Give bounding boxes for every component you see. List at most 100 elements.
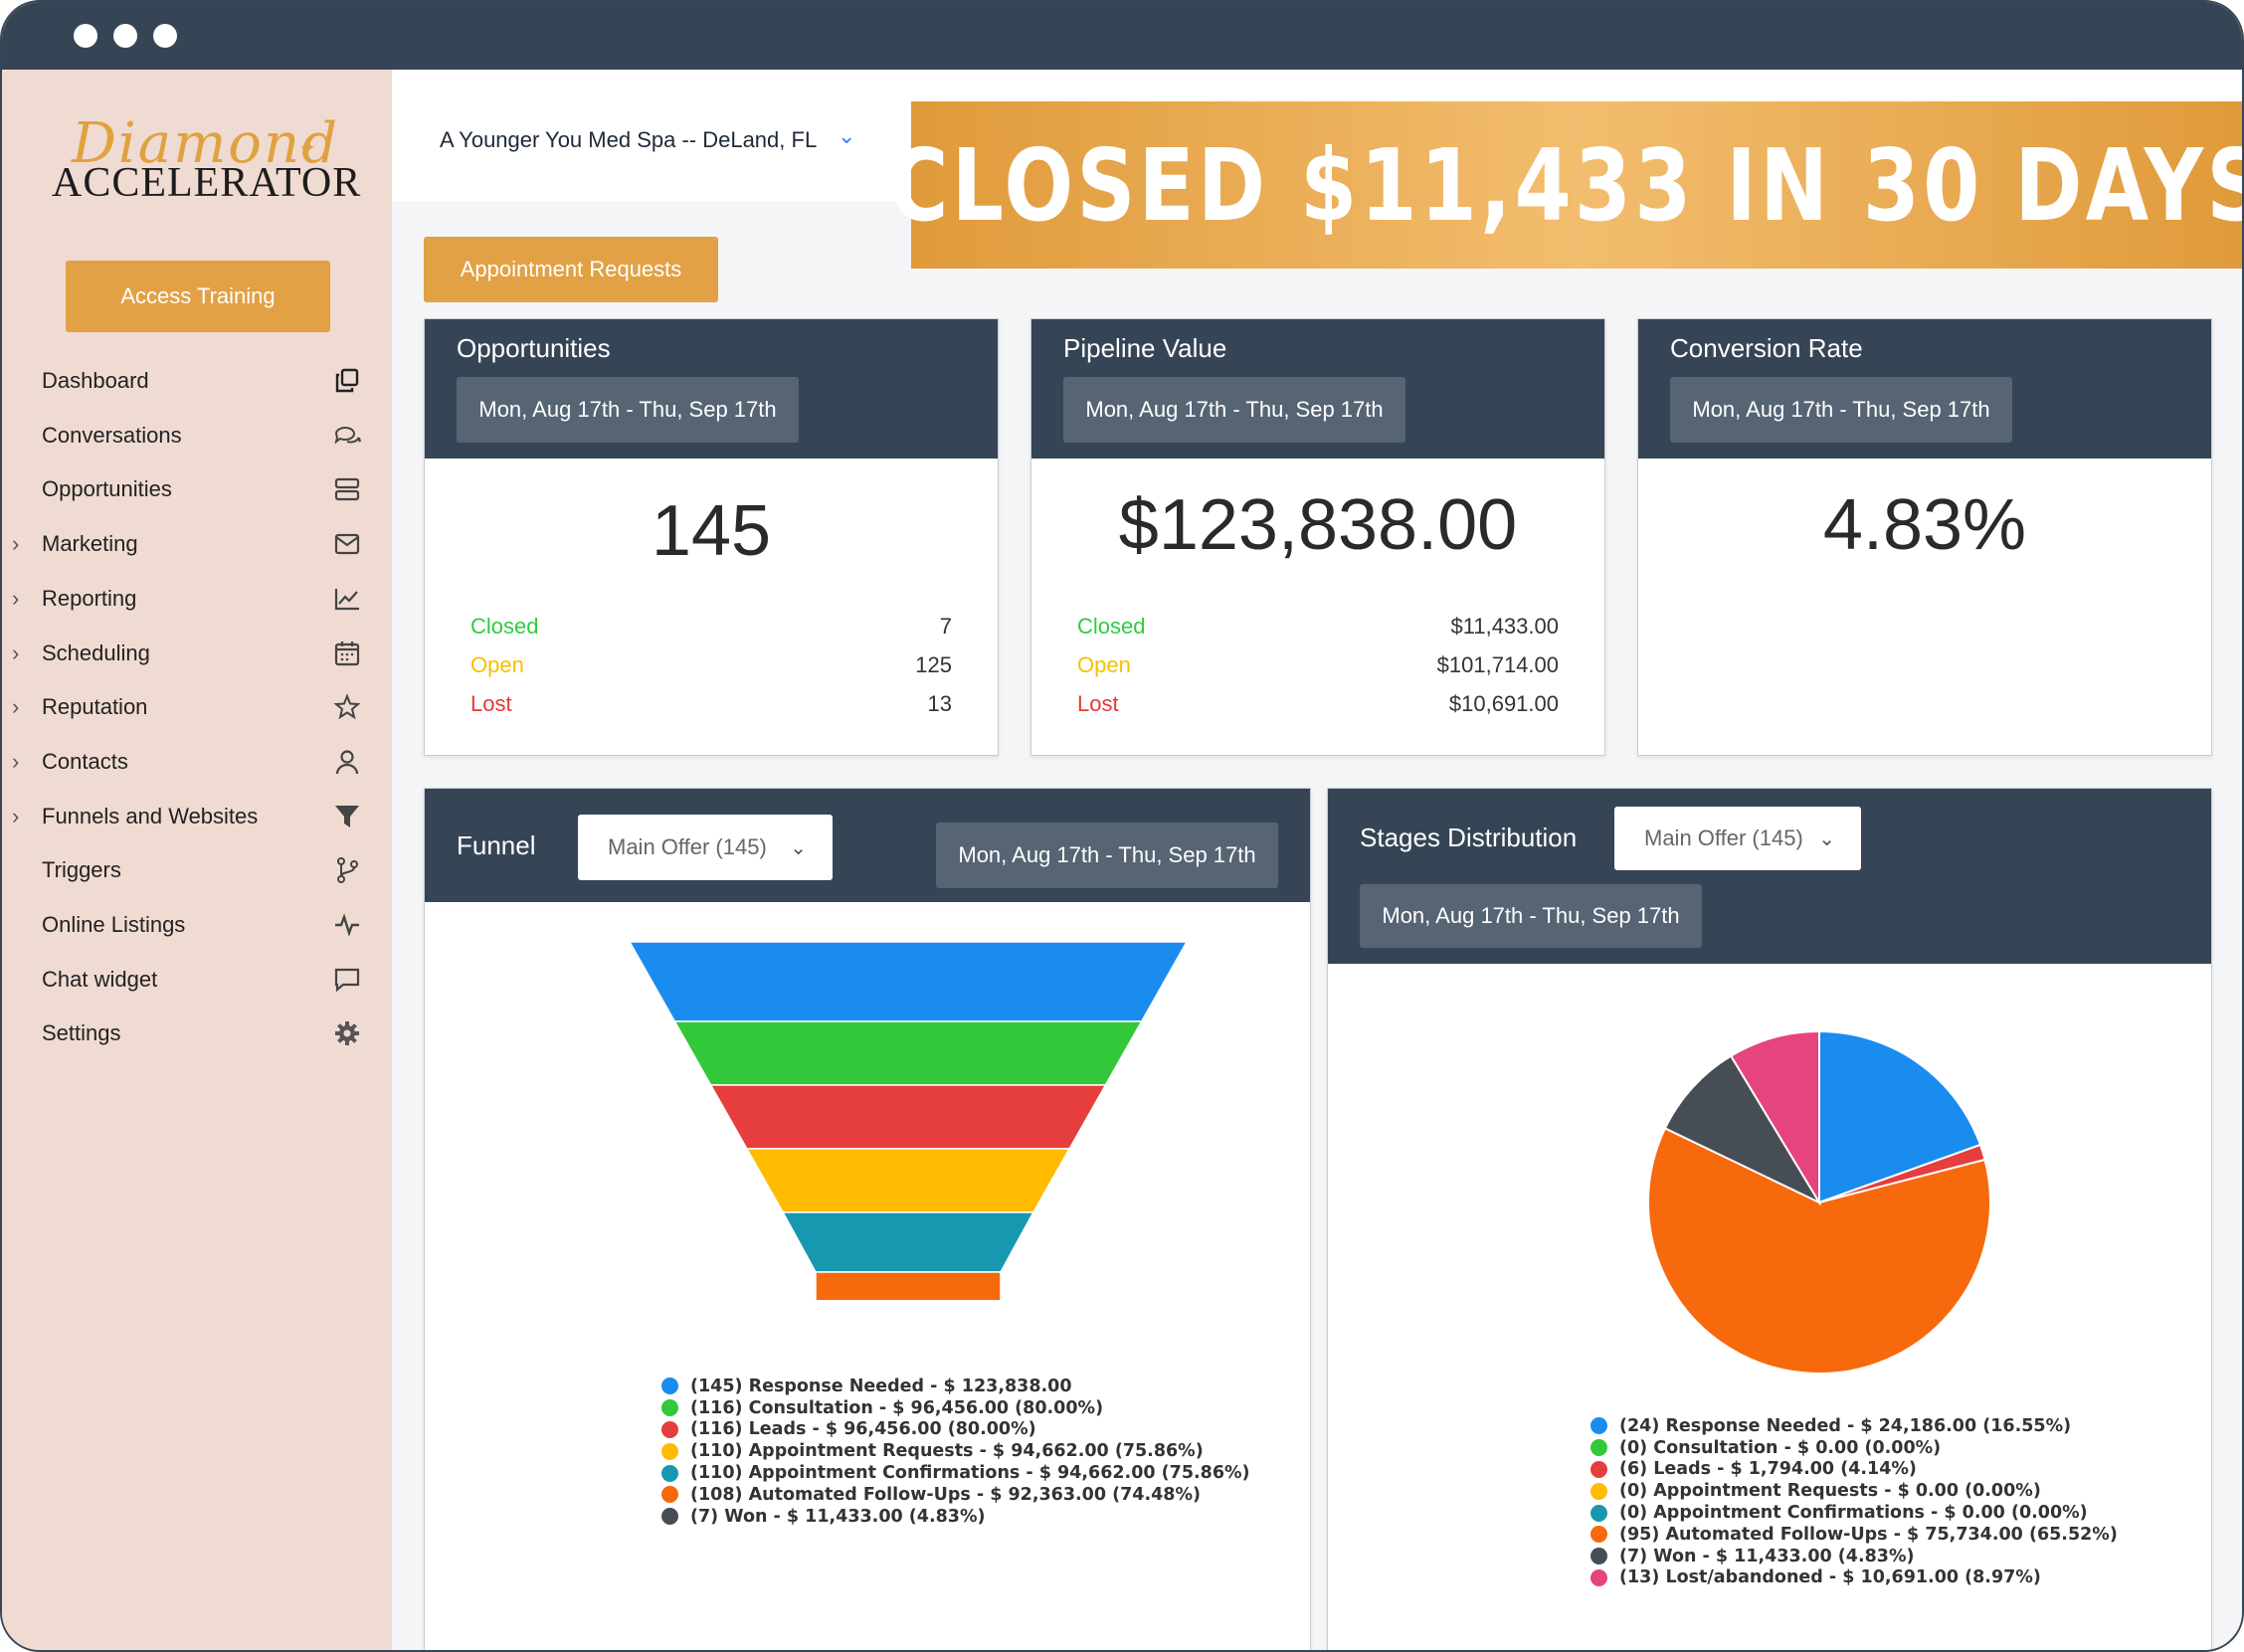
legend-item[interactable]: (0) Consultation - $ 0.00 (0.00%) — [1590, 1437, 2118, 1459]
legend-item[interactable]: (0) Appointment Requests - $ 0.00 (0.00%… — [1590, 1480, 2118, 1502]
funnel-segment-automated-follow-ups[interactable] — [815, 1271, 1002, 1300]
branch-icon — [332, 855, 362, 885]
stat-row-lost: Lost 13 — [470, 691, 952, 723]
filter-icon — [332, 802, 362, 831]
legend-item[interactable]: (110) Appointment Requests - $ 94,662.00… — [661, 1440, 1250, 1462]
logo[interactable]: ACCELERATOR — [52, 160, 362, 206]
funnel-select[interactable]: Main Offer (145) ⌄ — [578, 815, 833, 880]
sidebar-item-label: Conversations — [42, 422, 182, 448]
legend-item[interactable]: (6) Leads - $ 1,794.00 (4.14%) — [1590, 1459, 2118, 1481]
legend-swatch — [661, 1508, 678, 1526]
closed-value: $11,433.00 — [1450, 614, 1559, 639]
window-dot[interactable] — [153, 24, 177, 48]
sidebar-item-reputation[interactable]: › Reputation — [2, 680, 392, 734]
card-title: Conversion Rate — [1670, 333, 1863, 363]
logo-script: Diamond — [72, 111, 339, 176]
star-icon — [332, 692, 362, 722]
chevron-down-icon[interactable]: ⌄ — [838, 123, 856, 148]
sidebar-item-opportunities[interactable]: Opportunities — [2, 462, 392, 516]
funnel-segment-appointment-requests[interactable] — [745, 1148, 1071, 1213]
window-dot[interactable] — [113, 24, 137, 48]
open-label: Open — [1077, 652, 1131, 677]
date-range-picker[interactable]: Mon, Aug 17th - Thu, Sep 17th — [1360, 884, 1702, 948]
stages-select[interactable]: Main Offer (145) ⌄ — [1614, 807, 1861, 870]
date-range-picker[interactable]: Mon, Aug 17th - Thu, Sep 17th — [1063, 377, 1405, 443]
sidebar-item-contacts[interactable]: › Contacts — [2, 735, 392, 789]
legend-item[interactable]: (116) Leads - $ 96,456.00 (80.00%) — [661, 1419, 1250, 1441]
legend-swatch — [1590, 1526, 1607, 1544]
card-header: Stages Distribution Main Offer (145) ⌄ M… — [1328, 789, 2211, 964]
funnel-segment-consultation[interactable] — [673, 1020, 1143, 1086]
sidebar-item-reporting[interactable]: › Reporting — [2, 572, 392, 626]
select-value: Main Offer (145) — [1644, 826, 1803, 850]
chevron-right-icon[interactable]: › — [12, 748, 20, 774]
sidebar-item-marketing[interactable]: › Marketing — [2, 517, 392, 571]
legend-item[interactable]: (24) Response Needed - $ 24,186.00 (16.5… — [1590, 1415, 2118, 1437]
funnel-chart — [628, 941, 1189, 1300]
sidebar-item-scheduling[interactable]: › Scheduling — [2, 627, 392, 680]
legend-item[interactable]: (108) Automated Follow-Ups - $ 92,363.00… — [661, 1484, 1250, 1506]
pipeline-total: $123,838.00 — [1118, 485, 1518, 565]
sidebar: Diamond ✦ ACCELERATOR Access Training Da… — [2, 70, 392, 1650]
funnel-segment-leads[interactable] — [709, 1084, 1107, 1150]
date-range-picker[interactable]: Mon, Aug 17th - Thu, Sep 17th — [1670, 377, 2012, 443]
sidebar-item-settings[interactable]: Settings — [2, 1007, 392, 1060]
opportunities-card: Opportunities Mon, Aug 17th - Thu, Sep 1… — [424, 318, 999, 756]
legend-swatch — [661, 1464, 678, 1482]
sidebar-item-conversations[interactable]: Conversations — [2, 409, 392, 462]
chevron-right-icon[interactable]: › — [12, 694, 20, 720]
legend-swatch — [661, 1377, 678, 1395]
legend-item[interactable]: (7) Won - $ 11,433.00 (4.83%) — [661, 1506, 1250, 1528]
gear-icon — [332, 1018, 362, 1048]
legend-item[interactable]: (116) Consultation - $ 96,456.00 (80.00%… — [661, 1397, 1250, 1419]
legend-label: (7) Won - $ 11,433.00 (4.83%) — [690, 1506, 986, 1527]
legend-item[interactable]: (95) Automated Follow-Ups - $ 75,734.00 … — [1590, 1524, 2118, 1546]
legend-item[interactable]: (0) Appointment Confirmations - $ 0.00 (… — [1590, 1502, 2118, 1524]
legend-item[interactable]: (7) Won - $ 11,433.00 (4.83%) — [1590, 1546, 2118, 1567]
chevron-down-icon: ⌄ — [1818, 827, 1835, 850]
title-bar — [2, 2, 2242, 70]
chevron-down-icon: ⌄ — [790, 836, 807, 859]
legend-item[interactable]: (13) Lost/abandoned - $ 10,691.00 (8.97%… — [1590, 1567, 2118, 1589]
date-range-picker[interactable]: Mon, Aug 17th - Thu, Sep 17th — [457, 377, 799, 443]
card-header: Opportunities Mon, Aug 17th - Thu, Sep 1… — [425, 319, 998, 459]
legend-item[interactable]: (110) Appointment Confirmations - $ 94,6… — [661, 1462, 1250, 1484]
window-dot[interactable] — [74, 24, 97, 48]
legend-item[interactable]: (145) Response Needed - $ 123,838.00 — [661, 1376, 1250, 1397]
closed-value: 7 — [939, 614, 952, 639]
access-training-button[interactable]: Access Training — [66, 261, 330, 332]
legend-swatch — [1590, 1568, 1607, 1586]
location-selector[interactable]: A Younger You Med Spa -- DeLand, FL — [440, 127, 818, 152]
chevron-right-icon[interactable]: › — [12, 531, 20, 557]
sidebar-item-label: Opportunities — [42, 476, 172, 502]
chevron-right-icon[interactable]: › — [12, 640, 20, 665]
chevron-right-icon[interactable]: › — [12, 803, 20, 828]
sparkle-icon: ✦ — [298, 135, 317, 160]
card-title: Stages Distribution — [1360, 823, 1578, 852]
funnel-segment-appointment-confirmations[interactable] — [781, 1211, 1035, 1273]
activity-icon — [332, 910, 362, 940]
legend-label: (95) Automated Follow-Ups - $ 75,734.00 … — [1619, 1524, 2118, 1545]
pie-slice-lost-abandoned[interactable] — [1729, 1029, 1820, 1206]
legend-label: (110) Appointment Requests - $ 94,662.00… — [690, 1441, 1204, 1462]
card-header: Funnel Main Offer (145) ⌄ Mon, Aug 17th … — [425, 789, 1310, 902]
pie-slice-won[interactable] — [1663, 1054, 1822, 1205]
sidebar-item-triggers[interactable]: Triggers — [2, 843, 392, 897]
chevron-right-icon[interactable]: › — [12, 585, 20, 611]
funnel-segment-response-needed[interactable] — [628, 941, 1189, 1022]
date-range-picker[interactable]: Mon, Aug 17th - Thu, Sep 17th — [936, 823, 1278, 888]
sidebar-item-dashboard[interactable]: Dashboard — [2, 354, 392, 408]
card-title: Opportunities — [457, 333, 611, 363]
appointment-requests-button[interactable]: Appointment Requests — [424, 237, 718, 302]
lost-label: Lost — [470, 691, 512, 716]
legend-swatch — [1590, 1439, 1607, 1457]
pie-slice-response-needed[interactable] — [1818, 1029, 1982, 1204]
stages-distribution-card: Stages Distribution Main Offer (145) ⌄ M… — [1327, 788, 2212, 1650]
pie-slice-automated-follow-ups[interactable] — [1647, 1127, 1991, 1375]
sidebar-item-online-listings[interactable]: Online Listings — [2, 898, 392, 952]
sidebar-item-funnels-and-websites[interactable]: › Funnels and Websites — [2, 790, 392, 843]
sidebar-item-chat-widget[interactable]: Chat widget — [2, 953, 392, 1007]
legend-label: (24) Response Needed - $ 24,186.00 (16.5… — [1619, 1415, 2072, 1436]
lost-value: 13 — [927, 691, 952, 716]
